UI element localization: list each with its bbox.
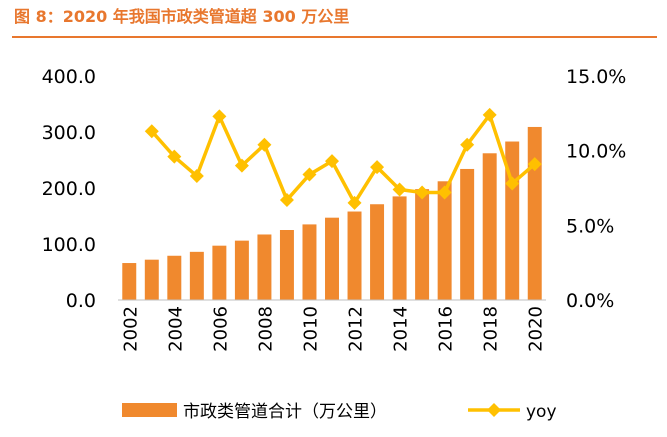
bar-2009 [279,230,294,300]
bar-2003 [144,259,159,300]
y-left-tick-label: 400.0 [42,66,96,88]
bar-2010 [302,224,317,300]
bar-2014 [392,196,407,300]
x-tick-label: 2002 [120,306,141,352]
yoy-point-2011 [325,154,339,169]
bar-2004 [167,255,182,300]
yoy-point-2018 [482,107,497,122]
y-right-tick-label: 5.0% [566,215,614,237]
y-right-tick-label: 0.0% [566,290,614,312]
bar-2007 [234,240,249,300]
x-tick-label: 2018 [481,306,502,352]
y-left-tick-label: 100.0 [42,234,96,256]
bar-2005 [189,251,204,300]
yoy-point-2006 [212,109,227,124]
title-divider [12,36,657,38]
x-tick-label: 2012 [346,306,367,352]
yoy-point-2012 [347,195,362,210]
legend-line-marker [487,403,501,417]
chart-title: 图 8：2020 年我国市政类管道超 300 万公里 [14,7,350,26]
bar-2012 [347,211,362,300]
yoy-point-2003 [144,124,159,139]
legend-bar-swatch [122,403,177,417]
bar-2020 [527,126,542,301]
yoy-point-2016 [437,185,452,200]
bar-2017 [460,168,475,300]
y-right-tick-label: 15.0% [566,66,626,88]
y-left-tick-label: 300.0 [42,122,96,144]
bar-2013 [370,204,385,300]
bar-2016 [437,181,452,300]
yoy-point-2004 [167,149,182,164]
yoy-point-2020 [527,157,542,172]
bar-2015 [415,189,430,300]
yoy-point-2005 [189,169,204,184]
bar-2002 [122,263,137,300]
yoy-point-2007 [234,158,249,173]
yoy-line [150,113,536,205]
x-tick-label: 2006 [210,306,231,352]
bar-2008 [257,234,272,300]
yoy-point-2008 [257,137,272,152]
yoy-point-2015 [415,185,430,200]
x-tick-label: 2016 [436,306,457,352]
y-right-tick-label: 10.0% [566,141,626,163]
x-tick-label: 2008 [255,306,276,352]
bar-2011 [325,217,339,300]
legend-line-label: yoy [526,402,557,422]
yoy-point-2010 [302,167,317,182]
x-tick-label: 2004 [165,306,186,352]
yoy-point-2017 [460,137,475,152]
y-left-tick-label: 200.0 [42,178,96,200]
x-tick-label: 2020 [526,306,547,352]
bar-2018 [482,153,497,300]
legend-bar-label: 市政类管道合计（万公里） [183,402,387,422]
yoy-point-2013 [370,160,385,175]
x-tick-label: 2010 [300,306,321,352]
yoy-point-2009 [279,192,294,207]
x-tick-label: 2014 [391,306,412,352]
bar-2006 [212,245,227,300]
y-left-tick-label: 0.0 [66,290,96,312]
yoy-point-2019 [505,176,520,191]
yoy-point-2014 [392,182,407,197]
